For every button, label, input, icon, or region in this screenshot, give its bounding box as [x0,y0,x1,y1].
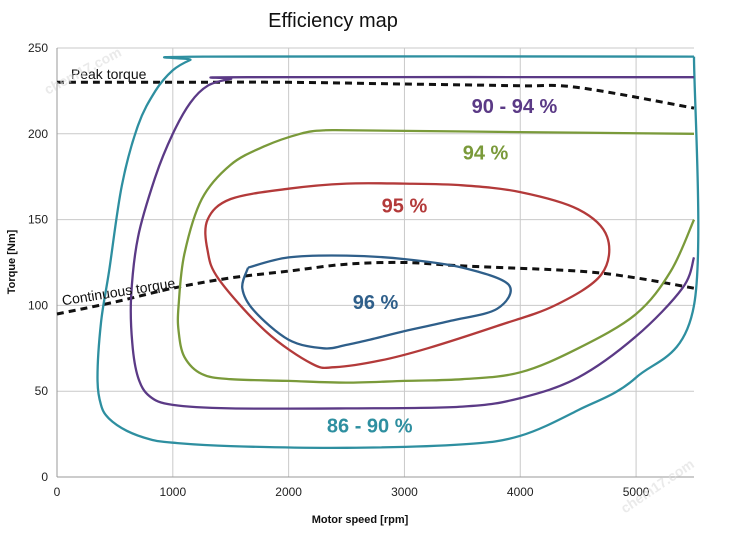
y-tick-label: 50 [35,384,49,398]
series-label-90-94: 90 - 94 % [472,96,558,118]
series-label-continuous-torque: Continuous torque [61,275,177,309]
chart-title: Efficiency map [268,10,398,32]
series-label-peak-torque: Peak torque [71,66,147,82]
y-tick-label: 0 [41,470,48,484]
series-line-95 [204,182,611,370]
series-line-96 [241,254,512,350]
series-line-94 [176,128,696,384]
x-axis-ticks: 0 1000 2000 3000 4000 5000 [54,485,650,499]
y-tick-label: 150 [28,213,48,227]
x-axis-label: Motor speed [rpm] [312,514,409,526]
series-label-94: 94 % [463,143,509,165]
series-line-86-90 [96,55,700,449]
series-layer [56,55,700,449]
x-tick-label: 0 [54,485,61,499]
x-tick-label: 5000 [623,485,650,499]
y-tick-label: 250 [28,41,48,55]
y-axis-ticks: 0 50 100 150 200 250 [28,41,48,484]
x-tick-label: 1000 [159,485,186,499]
x-tick-label: 2000 [275,485,302,499]
series-line-90-94 [129,75,696,410]
x-tick-label: 4000 [507,485,534,499]
series-line-continuous-torque [56,260,695,316]
series-label-95: 95 % [382,196,428,218]
x-tick-label: 3000 [391,485,418,499]
y-axis-label: Torque [Nm] [6,229,18,294]
plot-frame [56,48,694,478]
series-label-86-90: 86 - 90 % [327,415,413,437]
grid [56,47,694,478]
series-line-peak-torque [56,80,695,110]
y-tick-label: 200 [28,127,48,141]
y-tick-label: 100 [28,298,48,312]
series-label-96: 96 % [353,292,399,314]
